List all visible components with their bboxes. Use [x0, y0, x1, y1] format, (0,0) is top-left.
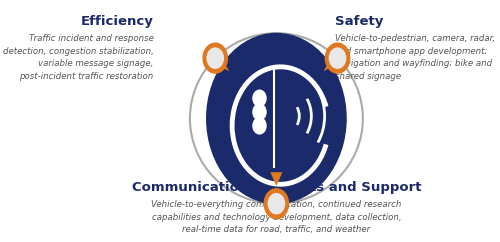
Ellipse shape: [324, 43, 350, 74]
Ellipse shape: [202, 43, 228, 74]
Ellipse shape: [252, 117, 266, 135]
Text: Traffic incident and response
detection, congestion stabilization,
variable mess: Traffic incident and response detection,…: [3, 34, 154, 81]
Ellipse shape: [206, 33, 346, 204]
Text: Safety: Safety: [334, 15, 383, 28]
Polygon shape: [215, 61, 230, 71]
Ellipse shape: [328, 47, 346, 69]
Polygon shape: [270, 172, 282, 186]
Ellipse shape: [206, 47, 224, 69]
Ellipse shape: [268, 193, 285, 214]
Ellipse shape: [252, 90, 266, 107]
Text: Vehicle-to-pedestrian, camera, radar,
and smartphone app development;
navigation: Vehicle-to-pedestrian, camera, radar, an…: [334, 34, 495, 81]
Text: Communication Networks and Support: Communication Networks and Support: [132, 181, 421, 194]
Text: Efficiency: Efficiency: [81, 15, 154, 28]
Text: Vehicle-to-everything communication, continued research
capabilities and technol: Vehicle-to-everything communication, con…: [151, 200, 402, 234]
Ellipse shape: [252, 103, 266, 121]
Ellipse shape: [264, 188, 289, 219]
Polygon shape: [324, 61, 338, 71]
